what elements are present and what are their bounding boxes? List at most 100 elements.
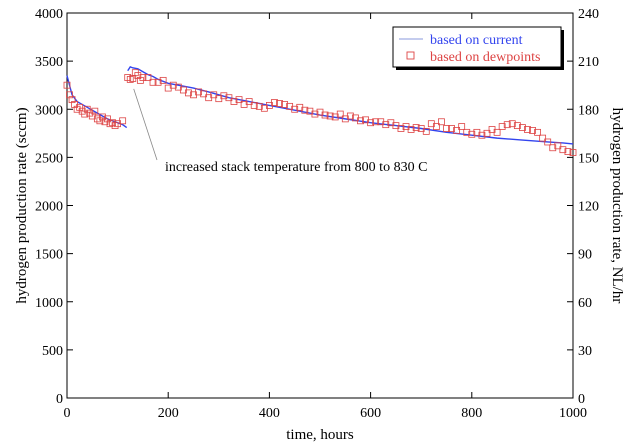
dewpoint-marker [96, 117, 104, 125]
annotation-text: increased stack temperature from 800 to … [165, 160, 427, 175]
dewpoint-marker [336, 110, 344, 118]
dewpoint-marker [346, 112, 354, 120]
y-tick-label: 0 [56, 392, 63, 407]
dewpoint-marker [357, 117, 364, 125]
dewpoint-marker [483, 129, 491, 137]
dewpoint-marker [493, 128, 501, 136]
x-tick-label: 400 [259, 406, 280, 421]
dewpoint-marker [321, 111, 329, 119]
dewpoint-marker [81, 110, 89, 118]
dewpoint-marker [255, 102, 263, 110]
dewpoint-marker [68, 96, 76, 104]
x-tick-label: 200 [158, 406, 179, 421]
y-tick-label: 4000 [35, 7, 63, 22]
dewpoint-marker [119, 117, 127, 125]
dewpoint-marker [235, 96, 243, 104]
dewpoint-marker [508, 120, 516, 128]
dewpoint-marker [106, 120, 114, 128]
dewpoint-marker [76, 103, 84, 111]
dewpoint-marker [91, 107, 99, 115]
dewpoint-marker [458, 123, 466, 130]
dewpoint-marker [529, 127, 536, 134]
y2-tick-label: 240 [578, 7, 599, 22]
dewpoint-marker [519, 124, 526, 131]
dewpoint-marker [195, 88, 202, 96]
dewpoint-marker [559, 146, 567, 154]
dewpoint-marker [245, 98, 253, 105]
dewpoint-marker [276, 100, 283, 107]
dewpoint-marker [210, 91, 218, 99]
current-series-line [127, 66, 574, 145]
legend-marker-dewpoints [406, 51, 415, 60]
dewpoint-marker [225, 94, 233, 102]
dewpoint-marker [144, 74, 152, 81]
y-tick-label: 2000 [35, 200, 63, 215]
legend-box [392, 26, 562, 68]
dewpoint-marker [134, 72, 142, 79]
dewpoint-marker [422, 127, 430, 135]
data-series [63, 66, 577, 156]
legend-label: based on current [430, 33, 523, 48]
dewpoint-marker [139, 74, 147, 81]
dewpoint-marker [448, 125, 455, 132]
dewpoint-marker [159, 76, 167, 84]
dewpoint-marker [539, 134, 547, 142]
dewpoint-marker [104, 115, 111, 123]
y-axis-title: hydrogen production rate (sccm) [14, 107, 30, 303]
y-tick-label: 500 [42, 344, 63, 359]
dewpoint-marker [513, 122, 521, 130]
dewpoint-marker [443, 125, 450, 132]
dewpoint-marker [200, 90, 208, 98]
y2-tick-label: 180 [578, 103, 599, 118]
dewpoint-marker [554, 142, 562, 150]
dewpoint-marker [453, 127, 461, 134]
dewpoint-marker [367, 119, 375, 127]
dewpoint-marker [291, 105, 299, 113]
y2-tick-label: 90 [578, 248, 592, 263]
dewpoint-marker [111, 122, 119, 130]
dewpoint-marker [564, 148, 572, 156]
dewpoint-marker [397, 125, 405, 132]
y2-tick-label: 150 [578, 151, 599, 166]
dewpoint-marker [250, 102, 258, 109]
plot-area-border [66, 12, 574, 399]
dewpoint-marker [524, 126, 531, 133]
x-tick-label: 800 [461, 406, 482, 421]
dewpoint-marker [169, 81, 177, 89]
dewpoint-marker [93, 115, 101, 123]
dewpoint-marker [569, 149, 577, 156]
dewpoint-marker [372, 118, 380, 126]
x-tick-label: 0 [64, 406, 71, 421]
dewpoint-marker [149, 78, 157, 86]
y-tick-label: 2500 [35, 151, 63, 166]
y-tick-label: 1500 [35, 248, 63, 263]
x-axis-title: time, hours [286, 427, 354, 443]
y-tick-label: 1000 [35, 296, 63, 311]
dewpoint-marker [63, 81, 71, 89]
dewpoint-marker [83, 105, 91, 113]
y2-tick-label: 30 [578, 344, 592, 359]
y-tick-label: 3000 [35, 103, 63, 118]
y2-tick-label: 210 [578, 55, 599, 70]
y-tick-label: 3500 [35, 55, 63, 70]
x-tick-label: 1000 [559, 406, 587, 421]
dewpoint-marker [185, 89, 192, 97]
dewpoint-marker [66, 91, 73, 99]
dewpoint-marker [301, 106, 309, 114]
y2-tick-label: 60 [578, 296, 592, 311]
dewpoint-marker [478, 131, 486, 139]
dewpoint-marker [503, 121, 511, 129]
dewpoint-marker [438, 118, 445, 126]
y2-tick-label: 120 [578, 200, 599, 215]
annotation: increased stack temperature from 800 to … [133, 88, 427, 175]
dewpoint-marker [99, 113, 106, 121]
dewpoint-marker [154, 78, 162, 86]
annotation-leader-line [133, 88, 158, 161]
dewpoint-marker [382, 121, 390, 129]
dewpoint-marker [126, 76, 134, 83]
dewpoint-marker [544, 138, 552, 146]
dewpoint-marker [468, 130, 476, 138]
axis-ticks: 0 200 400 600 800 100005001000150020002500300… [35, 7, 599, 421]
dewpoint-marker [281, 101, 288, 108]
